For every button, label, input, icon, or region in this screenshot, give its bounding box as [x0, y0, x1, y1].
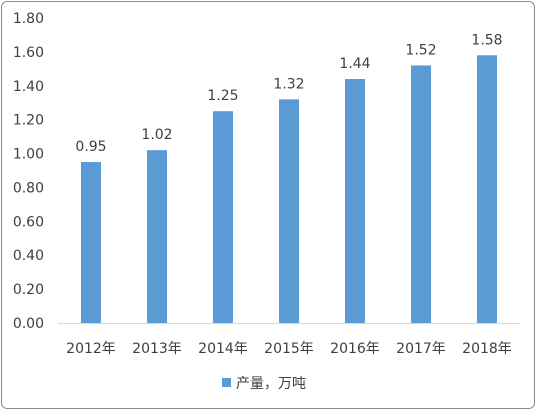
bar: [81, 162, 101, 323]
legend: 产量，万吨: [222, 376, 306, 392]
y-tick-label: 1.60: [13, 45, 44, 61]
legend-label: 产量，万吨: [236, 376, 306, 392]
bar: [477, 55, 497, 324]
x-tick-label: 2015年: [264, 341, 314, 357]
bar: [411, 65, 431, 323]
y-tick-label: 1.20: [13, 113, 44, 129]
y-tick-label: 1.40: [13, 79, 44, 95]
data-label: 0.95: [75, 139, 106, 155]
x-tick-label: 2012年: [66, 341, 116, 357]
y-tick-label: 0.60: [13, 214, 44, 230]
data-label: 1.02: [141, 127, 172, 143]
bar: [345, 79, 365, 323]
y-axis-tick-labels: 0.00 0.20 0.40 0.60 0.80 1.00 1.20 1.40 1.60 1.80: [13, 11, 44, 332]
bar: [147, 150, 167, 323]
x-axis-tick-labels: 2012年 2013年 2014年 2015年 2016年 2017年 2018年: [66, 341, 512, 357]
data-label: 1.58: [471, 32, 502, 48]
data-label: 1.44: [339, 56, 370, 72]
x-tick-label: 2014年: [198, 341, 248, 357]
y-tick-label: 0.20: [13, 282, 44, 298]
x-tick-label: 2016年: [330, 341, 380, 357]
bars: [81, 55, 497, 324]
data-label: 1.52: [405, 42, 436, 58]
y-tick-label: 0.40: [13, 248, 44, 264]
x-tick-label: 2018年: [462, 341, 512, 357]
data-label: 1.25: [207, 88, 238, 104]
legend-swatch: [222, 378, 231, 387]
y-tick-label: 1.00: [13, 147, 44, 163]
x-tick-label: 2013年: [132, 341, 182, 357]
data-labels: 0.95 1.02 1.25 1.32 1.44 1.52 1.58: [75, 32, 502, 155]
x-tick-label: 2017年: [396, 341, 446, 357]
y-tick-label: 0.00: [13, 316, 44, 332]
y-tick-label: 1.80: [13, 11, 44, 27]
bar: [279, 99, 299, 323]
y-tick-label: 0.80: [13, 180, 44, 196]
bar: [213, 111, 233, 323]
data-label: 1.32: [273, 76, 304, 92]
